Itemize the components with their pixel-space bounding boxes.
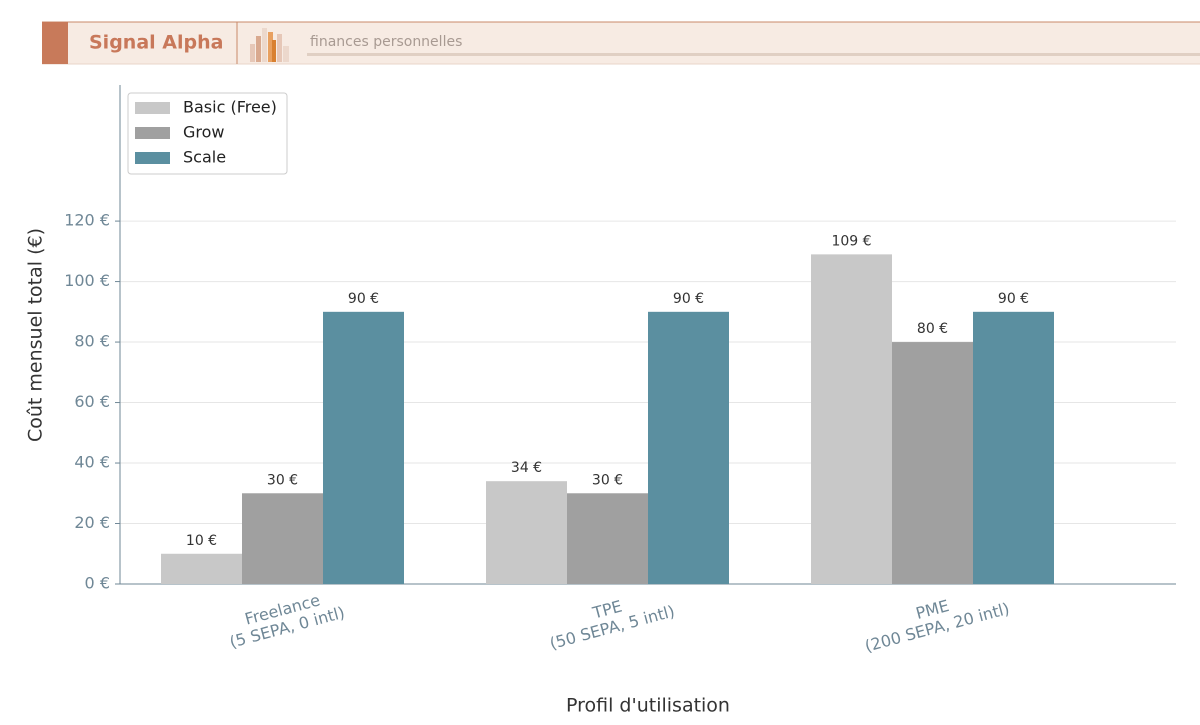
value-label: 34 € — [511, 460, 542, 476]
y-tick-label: 0 € — [85, 574, 110, 593]
brand: Signal Alpha — [89, 32, 223, 54]
bar — [567, 493, 648, 584]
value-label: 80 € — [917, 321, 948, 337]
bar — [811, 254, 892, 584]
value-label: 90 € — [348, 291, 379, 307]
x-tick-label: Freelance(5 SEPA, 0 intl) — [223, 585, 347, 652]
bar — [486, 481, 567, 584]
legend-swatch — [135, 152, 170, 164]
bar — [973, 311, 1054, 584]
x-tick-label: TPE(50 SEPA, 5 intl) — [543, 583, 677, 652]
value-label: 90 € — [998, 291, 1029, 307]
x-axis-label: Profil d'utilisation — [566, 695, 730, 717]
x-tick-label: PME(200 SEPA, 20 intl) — [858, 581, 1011, 656]
y-tick-label: 100 € — [64, 271, 110, 290]
value-label: 109 € — [831, 233, 871, 249]
value-label: 30 € — [267, 472, 298, 488]
y-tick-label: 60 € — [74, 392, 110, 411]
bar — [323, 311, 404, 584]
brand-swatch — [42, 22, 68, 64]
logo — [250, 28, 289, 62]
y-tick-label: 80 € — [74, 332, 110, 351]
subtitle: finances personnelles — [310, 34, 462, 50]
bar — [242, 493, 323, 584]
legend-swatch — [135, 127, 170, 139]
value-label: 10 € — [186, 533, 217, 549]
bar — [161, 553, 242, 584]
bar — [648, 311, 729, 584]
header-bar — [42, 22, 1200, 64]
value-label: 30 € — [592, 472, 623, 488]
y-tick-label: 20 € — [74, 513, 110, 532]
y-tick-label: 120 € — [64, 211, 110, 230]
legend-label: Basic (Free) — [183, 98, 277, 117]
legend-swatch — [135, 102, 170, 114]
y-axis-label: Coût mensuel total (€) — [25, 228, 47, 442]
header: Signal Alpha finances personnelles — [42, 21, 1200, 65]
value-label: 90 € — [673, 291, 704, 307]
y-tick-label: 40 € — [74, 453, 110, 472]
legend-label: Grow — [183, 123, 225, 142]
subtitle-rule — [307, 53, 1200, 56]
legend-label: Scale — [183, 148, 226, 167]
bar — [892, 342, 973, 584]
